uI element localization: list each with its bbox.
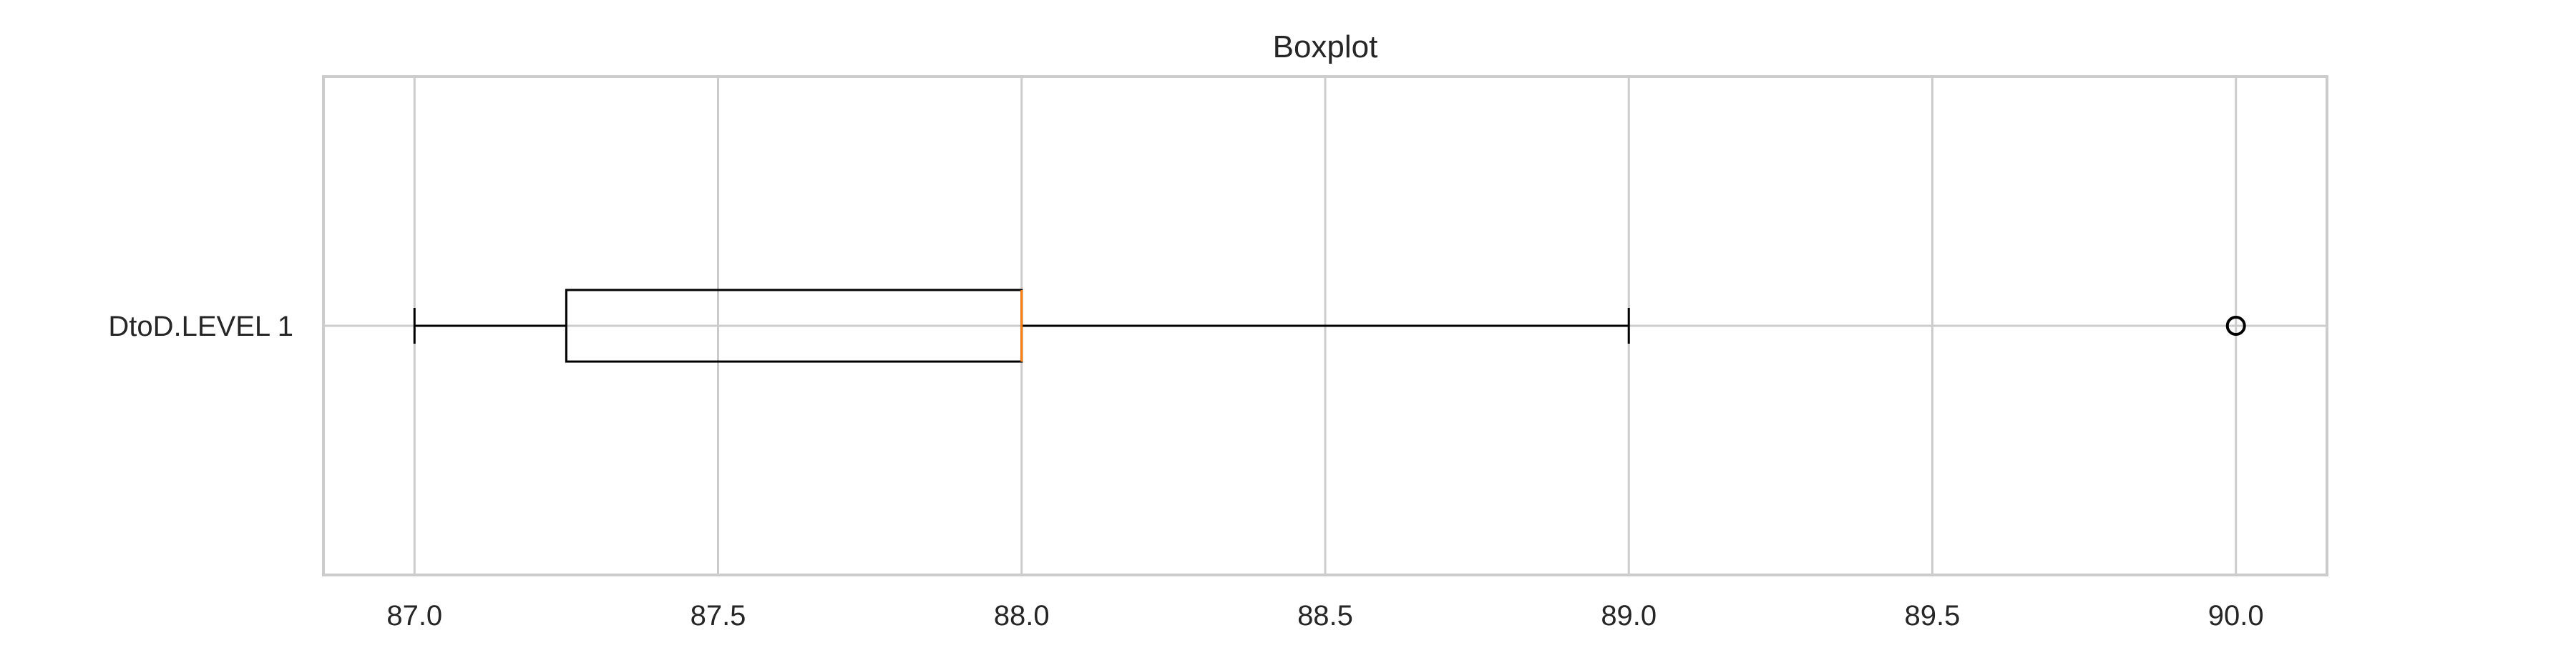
x-tick-label: 90.0 (2208, 600, 2264, 632)
x-tick-label: 87.5 (691, 600, 746, 632)
box-layer (413, 289, 2246, 363)
y-tick-label: DtoD.LEVEL 1 (108, 311, 293, 342)
chart-title: Boxplot (1273, 29, 1378, 64)
x-tick-label: 88.5 (1297, 600, 1353, 632)
outlier-point (2225, 316, 2246, 336)
x-tick-label: 89.5 (1905, 600, 1961, 632)
axis-layer: 87.0 87.5 88.0 88.5 89.0 89.5 90.0 DtoD.LEVEL 1 (108, 311, 2263, 632)
plot-frame (322, 75, 2328, 576)
x-tick-label: 88.0 (994, 600, 1050, 632)
x-tick-label: 89.0 (1601, 600, 1657, 632)
x-tick-label: 87.0 (386, 600, 442, 632)
